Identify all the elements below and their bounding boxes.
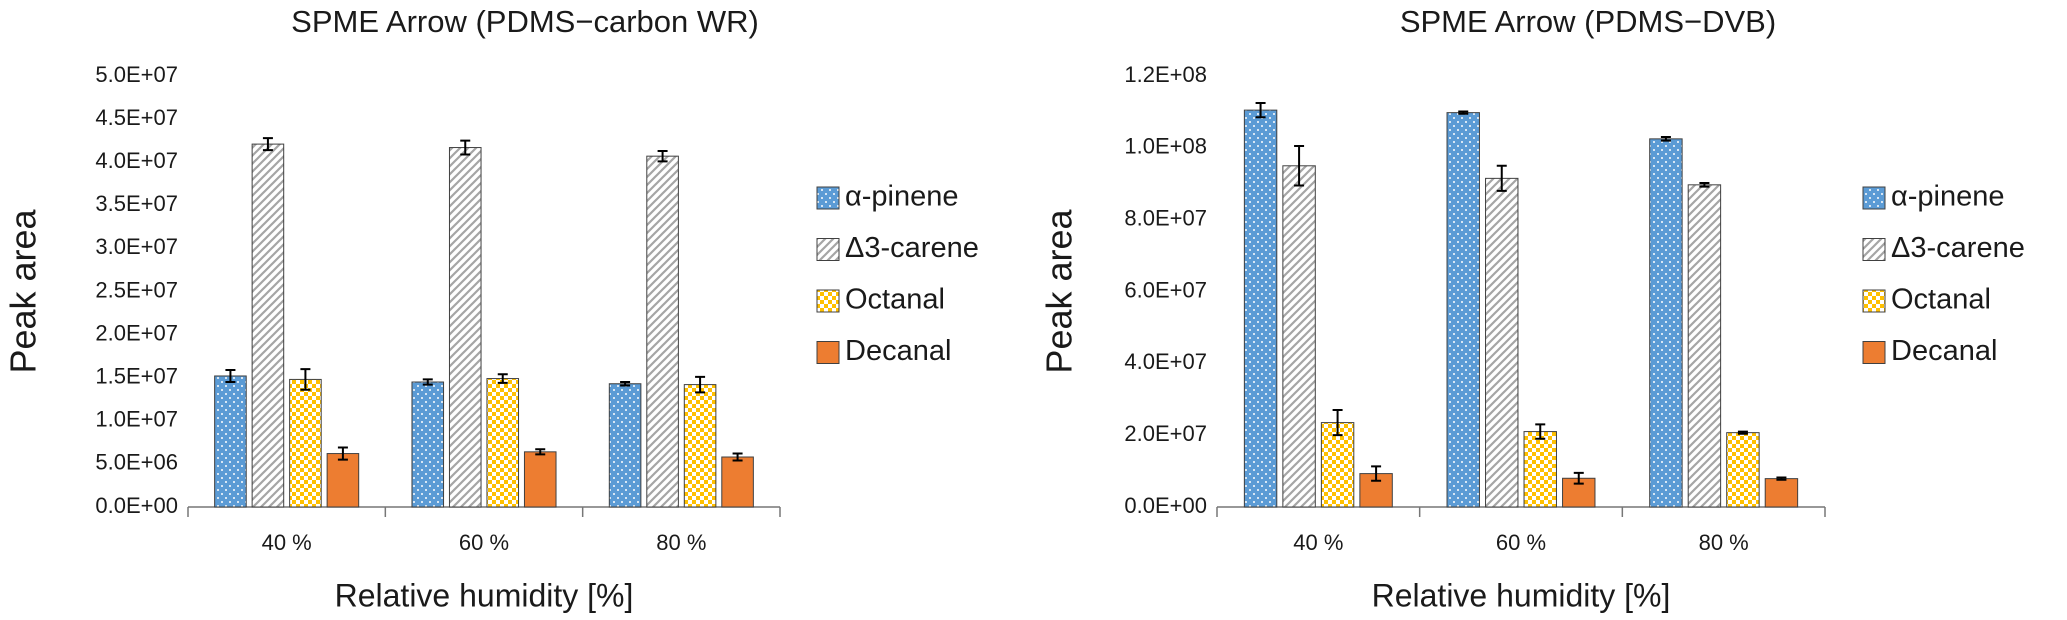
x-tick-label: 40 %	[1293, 530, 1343, 555]
x-tick-label: 60 %	[1496, 530, 1546, 555]
legend-label: α-pinene	[1891, 181, 2005, 213]
bar	[1764, 478, 1799, 508]
bar	[1649, 138, 1683, 508]
bar	[289, 378, 322, 508]
x-tick-label: 80 %	[1699, 530, 1749, 555]
bar	[1687, 184, 1722, 508]
error-bar	[422, 378, 433, 386]
y-tick-label: 4.0E+07	[95, 148, 178, 173]
error-bar	[1573, 471, 1584, 485]
legend-swatch	[1862, 238, 1886, 261]
y-tick-label: 4.5E+07	[95, 105, 178, 130]
bar	[1446, 112, 1480, 508]
x-axis-title: Relative humidity [%]	[335, 577, 634, 613]
y-tick-label: 5.0E+07	[95, 62, 178, 87]
x-axis-title: Relative humidity [%]	[1372, 577, 1671, 613]
error-bar	[460, 139, 471, 156]
bar	[1243, 109, 1278, 508]
legend-label: Decanal	[1891, 335, 1997, 367]
error-bar	[1699, 182, 1710, 188]
bar	[214, 375, 247, 508]
error-bar	[732, 452, 743, 462]
y-tick-label: 6.0E+07	[1124, 277, 1207, 302]
error-bar	[1294, 145, 1305, 187]
error-bar	[1535, 423, 1546, 440]
error-bar	[1776, 476, 1787, 481]
y-tick-label: 3.5E+07	[95, 191, 178, 216]
error-bar	[657, 149, 668, 163]
bar	[721, 456, 754, 508]
y-tick-label: 5.0E+06	[95, 450, 178, 475]
legend-label: Decanal	[845, 335, 951, 367]
y-axis-title: Peak area	[3, 208, 44, 373]
y-axis-title: Peak area	[1039, 208, 1080, 373]
bar	[683, 384, 717, 508]
legend-swatch	[816, 186, 840, 210]
legend-swatch	[816, 238, 840, 261]
error-bar	[1660, 136, 1671, 142]
bar	[1523, 431, 1557, 508]
error-bar	[1737, 430, 1748, 435]
legend-swatch	[1862, 186, 1886, 210]
error-bar	[262, 137, 273, 152]
legend-swatch	[1862, 289, 1886, 313]
bar	[523, 451, 557, 508]
error-bar	[620, 381, 631, 387]
bar	[646, 155, 679, 508]
y-tick-label: 1.0E+07	[95, 407, 178, 432]
chart-title: SPME Arrow (PDMS−carbon WR)	[291, 4, 759, 39]
legend-label: Octanal	[1891, 284, 1991, 316]
error-bar	[300, 368, 311, 391]
error-bar	[1458, 110, 1469, 115]
bar	[486, 378, 520, 508]
bar	[1282, 165, 1316, 508]
error-bar	[225, 368, 236, 384]
legend-label: α-pinene	[845, 181, 959, 213]
legend-label: Δ3-carene	[845, 232, 979, 264]
y-tick-label: 2.0E+07	[1124, 421, 1207, 446]
y-tick-label: 1.0E+08	[1124, 134, 1207, 159]
chart-title: SPME Arrow (PDMS−DVB)	[1400, 4, 1776, 39]
bar	[1726, 432, 1760, 508]
y-tick-label: 1.5E+07	[95, 364, 178, 389]
y-tick-label: 4.0E+07	[1124, 349, 1207, 374]
error-bar	[1371, 465, 1382, 482]
y-tick-label: 2.5E+07	[95, 277, 178, 302]
y-tick-label: 2.0E+07	[95, 320, 178, 345]
y-tick-label: 8.0E+07	[1124, 205, 1207, 230]
error-bar	[1496, 164, 1507, 192]
legend-label: Δ3-carene	[1891, 232, 2025, 264]
y-tick-label: 0.0E+00	[95, 493, 178, 518]
error-bar	[497, 373, 508, 384]
x-tick-label: 40 %	[262, 530, 312, 555]
bar	[608, 383, 642, 508]
x-tick-label: 80 %	[656, 530, 706, 555]
error-bar	[535, 448, 546, 456]
bar	[411, 381, 445, 508]
x-tick-label: 60 %	[459, 530, 509, 555]
legend-swatch	[1862, 341, 1886, 364]
bar	[326, 453, 360, 508]
error-bar	[1332, 409, 1343, 437]
y-tick-label: 3.0E+07	[95, 234, 178, 259]
y-tick-label: 0.0E+00	[1124, 493, 1207, 518]
y-tick-label: 1.2E+08	[1124, 62, 1207, 87]
error-bar	[695, 375, 706, 394]
bar	[448, 147, 482, 508]
error-bar	[337, 446, 348, 461]
bar	[1485, 177, 1519, 508]
bar	[251, 143, 285, 508]
error-bar	[1255, 101, 1266, 119]
bar	[1320, 422, 1355, 508]
legend-swatch	[816, 341, 840, 364]
legend-swatch	[816, 289, 840, 313]
legend-label: Octanal	[845, 284, 945, 316]
